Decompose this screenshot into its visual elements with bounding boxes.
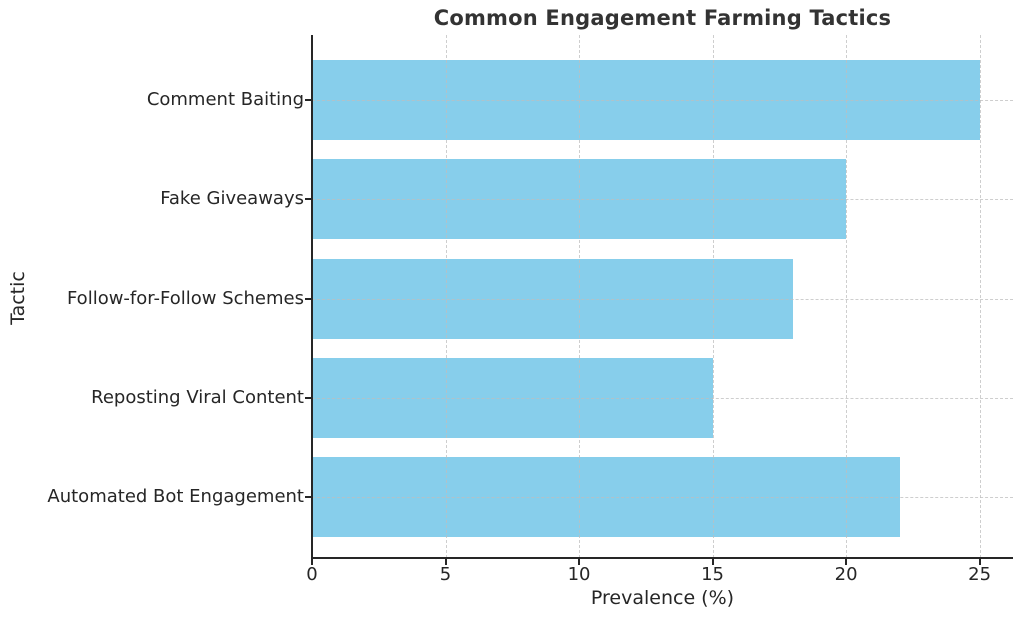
x-tick-label: 25 (968, 564, 992, 585)
x-tick-mark (444, 559, 447, 565)
y-tick-mark (305, 396, 312, 399)
x-gridline (579, 35, 581, 558)
x-axis-spine (311, 557, 1013, 559)
x-tick-label: 15 (701, 564, 725, 585)
y-category-label: Automated Bot Engagement (47, 486, 304, 507)
x-gridline (846, 35, 848, 558)
y-gridline (312, 199, 1013, 201)
y-tick-mark (305, 99, 312, 101)
y-gridline (312, 100, 1013, 101)
x-tick-mark (978, 559, 981, 565)
y-category-label: Comment Baiting (146, 89, 304, 110)
y-category-label: Reposting Viral Content (91, 386, 304, 408)
x-tick-label: 10 (567, 564, 591, 585)
y-gridline (312, 497, 1013, 498)
x-tick-mark (578, 559, 581, 565)
x-gridline (445, 35, 447, 558)
chart-title: Common Engagement Farming Tactics (433, 6, 892, 30)
x-tick-mark (311, 559, 313, 565)
x-tick-label: 5 (439, 564, 452, 585)
y-tick-mark (305, 198, 312, 201)
y-axis-spine (311, 35, 313, 559)
x-tick-label: 0 (306, 564, 318, 585)
x-tick-mark (711, 559, 714, 565)
y-tick-mark (305, 297, 312, 300)
y-tick-mark (305, 496, 312, 498)
y-category-label: Follow-for-Follow Schemes (66, 287, 304, 309)
y-gridline (312, 397, 1013, 399)
x-axis-label: Prevalence (%) (590, 587, 735, 609)
x-gridline (712, 35, 714, 558)
y-gridline (312, 298, 1013, 300)
x-gridline (979, 35, 981, 558)
x-tick-label: 20 (834, 564, 858, 585)
y-category-label: Fake Giveaways (160, 188, 304, 210)
x-tick-mark (845, 559, 848, 565)
